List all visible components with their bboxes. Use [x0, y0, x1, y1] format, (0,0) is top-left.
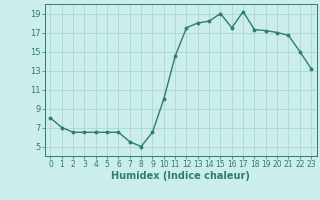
X-axis label: Humidex (Indice chaleur): Humidex (Indice chaleur) — [111, 171, 250, 181]
